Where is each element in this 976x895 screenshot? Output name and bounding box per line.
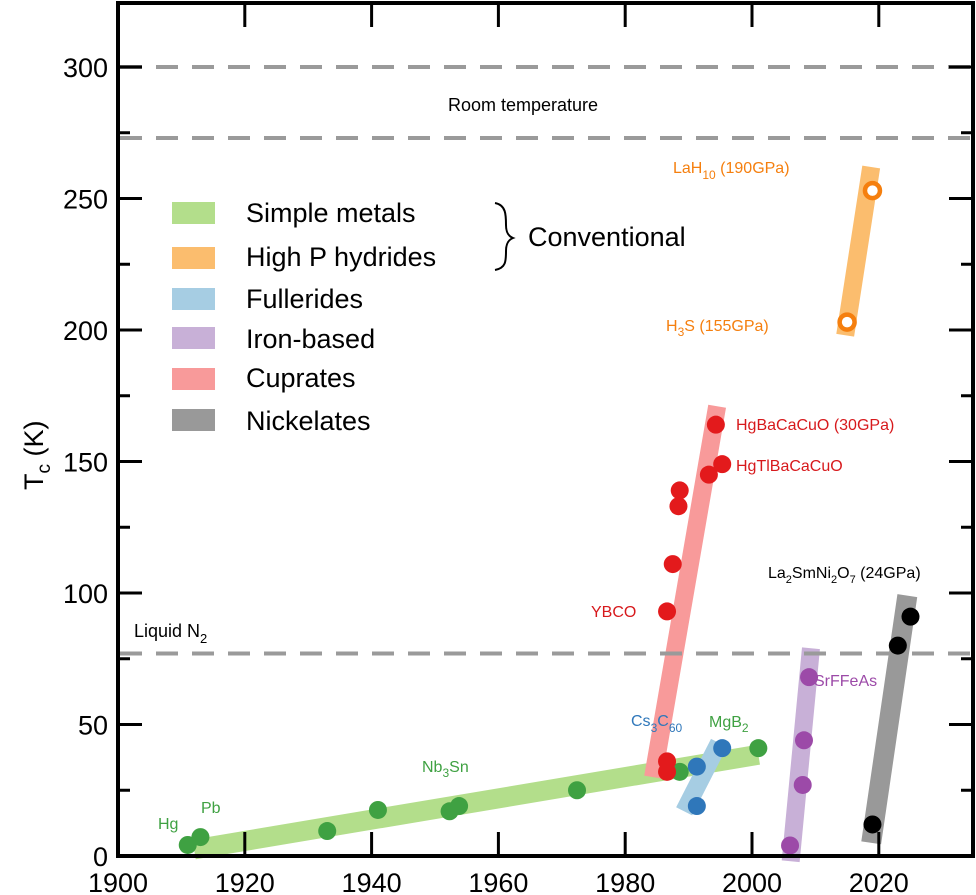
y-tick-label: 50 (78, 711, 108, 741)
x-tick-label: 1940 (342, 868, 402, 895)
y-axis-label: Tc (K) (19, 421, 55, 491)
point-iron-based (793, 775, 812, 794)
annotation-lah10: LaH10 (190GPa) (673, 160, 790, 182)
annotation-hgbacacuo: HgBaCaCuO (30GPa) (736, 417, 894, 434)
annotation-hg: Hg (158, 816, 178, 833)
annotation-hgtlbacacuo: HgTlBaCaCuO (736, 458, 843, 475)
point-cuprates (658, 752, 677, 771)
x-tick-label: 2000 (722, 868, 782, 895)
x-tick-label: 1920 (215, 868, 275, 895)
point-high-p-hydrides (862, 180, 883, 201)
x-tick-label: 1960 (468, 868, 528, 895)
point-fullerides (713, 739, 732, 758)
legend-label-cuprates: Cuprates (246, 363, 356, 393)
point-nickelates (888, 636, 907, 655)
point-simple-metals (450, 797, 469, 816)
axes (116, 1, 975, 858)
x-tick-label: 1900 (88, 868, 148, 895)
point-fullerides (687, 797, 706, 816)
y-tick-label: 150 (63, 448, 108, 478)
point-simple-metals (749, 739, 768, 758)
band-high-p-hydrides (836, 165, 881, 337)
y-tick-label: 250 (63, 185, 108, 215)
legend-label-high-p-hydrides: High P hydrides (246, 242, 436, 272)
point-cuprates (699, 465, 718, 484)
annotation-ybco: YBCO (591, 604, 636, 621)
annotation-cs3c60: Cs3C60 (631, 713, 682, 735)
legend-label-iron-based: Iron-based (246, 324, 375, 354)
legend-swatch-high-p-hydrides (172, 247, 215, 269)
legend-group-label-conventional: Conventional (528, 222, 686, 252)
point-cuprates (706, 415, 725, 434)
point-simple-metals (318, 822, 337, 841)
legend-swatch-nickelates (172, 409, 215, 431)
point-iron-based (781, 836, 800, 855)
point-high-p-hydrides (837, 312, 857, 332)
x-tick-label: 2020 (849, 868, 909, 895)
legend-brace-icon (494, 202, 516, 271)
band-cuprates (644, 404, 726, 779)
point-iron-based (800, 668, 819, 687)
band-iron-based (781, 647, 820, 863)
point-cuprates (663, 555, 682, 574)
point-fullerides (687, 757, 706, 776)
annotation-nb3sn: Nb3Sn (422, 759, 469, 780)
y-tick-label: 0 (93, 842, 108, 872)
point-iron-based (794, 731, 813, 750)
band-fullerides (676, 738, 728, 816)
annotation-pb: Pb (201, 800, 221, 817)
room-temperature-label: Room temperature (448, 95, 598, 115)
legend-swatch-cuprates (172, 368, 215, 390)
point-nickelates (863, 815, 882, 834)
data-points (178, 180, 920, 855)
annotation-h3s: H3S (155GPa) (666, 318, 769, 339)
point-simple-metals (568, 781, 587, 800)
point-nickelates (901, 607, 920, 626)
annotations: Hg Pb Nb3Sn MgB2 Cs3C60 YBCO HgBaCaCuO (… (158, 160, 921, 833)
legend-swatch-fullerides (172, 288, 215, 310)
point-cuprates (670, 481, 689, 500)
legend-label-simple-metals: Simple metals (246, 198, 416, 228)
point-simple-metals (191, 828, 210, 847)
liquid-n2-label: Liquid N2 (134, 621, 207, 646)
tick-labels: 1900 1920 1940 1960 1980 2000 2020 0 50 100 150 200… (63, 53, 909, 895)
plot-frame (116, 1, 975, 858)
x-tick-label: 1980 (595, 868, 655, 895)
point-cuprates (713, 455, 732, 474)
legend-swatch-iron-based (172, 327, 215, 349)
y-tick-label: 100 (63, 579, 108, 609)
annotation-la2smni2o7: La2SmNi2O7 (24GPa) (768, 565, 921, 586)
legend-label-nickelates: Nickelates (246, 406, 371, 436)
y-tick-label: 300 (63, 53, 108, 83)
point-simple-metals (368, 800, 387, 819)
annotation-mgb2: MgB2 (709, 714, 749, 735)
band-nickelates (861, 594, 918, 845)
point-cuprates (669, 497, 688, 516)
point-cuprates (658, 602, 677, 621)
legend: Simple metals High P hydrides Fullerides… (172, 198, 686, 436)
legend-swatch-simple-metals (172, 202, 215, 224)
point-simple-metals (670, 762, 689, 781)
annotation-srffeas: SrFFeAs (814, 673, 877, 690)
y-tick-label: 200 (63, 316, 108, 346)
legend-label-fullerides: Fullerides (246, 284, 363, 314)
